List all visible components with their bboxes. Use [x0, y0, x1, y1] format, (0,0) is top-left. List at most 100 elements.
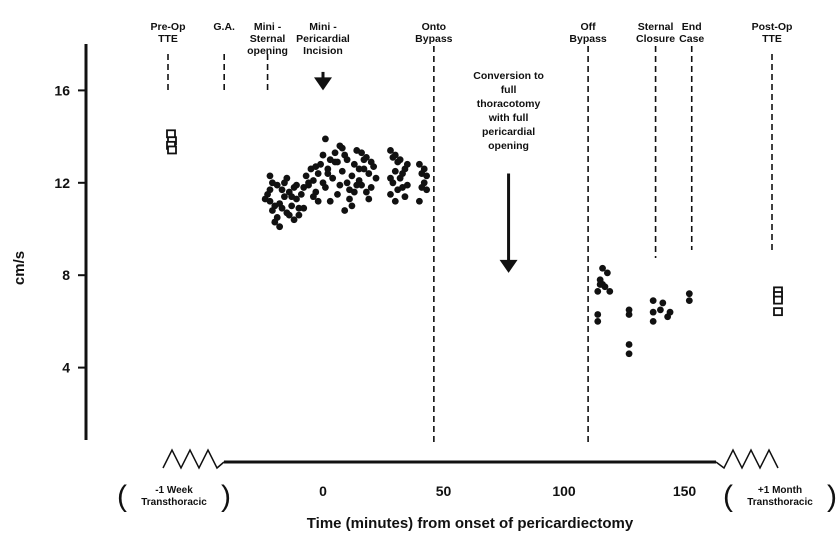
event-lines	[167, 46, 773, 445]
data-point	[319, 151, 327, 159]
data-point	[281, 193, 288, 201]
data-point	[391, 151, 399, 159]
data-point	[324, 170, 332, 177]
data-point	[416, 160, 423, 168]
event-label-line: Sternal	[250, 33, 286, 45]
data-point	[353, 181, 361, 189]
event-label-line: Onto	[422, 21, 447, 33]
event-label-line: TTE	[158, 33, 178, 45]
data-point	[416, 197, 423, 205]
data-point	[396, 156, 404, 164]
event-label-line: Bypass	[415, 33, 453, 45]
event-label-line: Closure	[636, 33, 675, 45]
data-points	[166, 129, 783, 358]
data-point	[599, 281, 606, 288]
data-point	[288, 193, 296, 201]
data-point	[295, 211, 303, 219]
data-point	[649, 318, 657, 325]
data-point	[283, 174, 291, 182]
data-point	[300, 204, 308, 212]
x-tick-label: 0	[319, 483, 327, 499]
data-point	[649, 297, 657, 305]
data-point	[268, 207, 276, 214]
data-point	[423, 172, 431, 180]
data-point	[666, 308, 674, 316]
data-point	[271, 218, 279, 226]
data-point	[603, 269, 611, 277]
event-label: Conversion to full thoracotomy with full per…	[473, 70, 544, 152]
data-point	[367, 184, 375, 191]
axes	[78, 44, 779, 470]
event-label: G.A.	[213, 21, 235, 33]
pre-op-close-paren: )	[221, 480, 231, 513]
data-point	[338, 144, 346, 152]
event-label-line: Mini -	[309, 21, 337, 33]
data-point	[358, 181, 365, 189]
y-tick-label: 8	[62, 267, 70, 283]
event-label-line: Off	[581, 21, 597, 33]
data-point	[350, 188, 358, 196]
data-point	[418, 184, 426, 191]
data-point	[649, 308, 657, 316]
data-point	[399, 170, 406, 177]
data-point	[360, 156, 368, 164]
data-point	[326, 197, 334, 205]
data-point	[625, 341, 633, 348]
y-tick-label: 12	[54, 175, 70, 191]
data-point	[685, 290, 693, 298]
data-point	[387, 147, 394, 154]
data-point	[599, 264, 606, 272]
data-point	[266, 172, 274, 180]
data-point	[305, 179, 312, 187]
data-point	[312, 163, 320, 171]
post-op-open-paren: (	[723, 480, 733, 513]
event-label-line: Pre-Op	[150, 21, 185, 33]
data-point	[594, 311, 602, 318]
post-op-square	[773, 307, 783, 317]
pre-op-open-paren: (	[117, 480, 127, 513]
y-tick-label: 4	[62, 360, 70, 376]
event-label-line: Post-Op	[752, 21, 793, 33]
pre-op-label: -1 Week	[155, 485, 193, 496]
event-label-line: G.A.	[213, 21, 235, 33]
data-point	[362, 188, 370, 196]
data-point	[322, 184, 329, 191]
data-point	[346, 195, 353, 203]
data-point	[273, 181, 281, 189]
data-point	[367, 158, 375, 166]
pre-op-square	[167, 145, 177, 155]
data-point	[657, 306, 664, 314]
post-op-close-paren: )	[827, 480, 837, 513]
event-label-line: with full	[488, 112, 529, 124]
event-label-line: Conversion to	[473, 70, 544, 82]
event-label-line: TTE	[762, 33, 782, 45]
data-point	[309, 193, 317, 201]
data-point	[358, 149, 365, 157]
data-point	[338, 167, 346, 175]
data-point	[343, 156, 351, 164]
data-point	[685, 297, 693, 305]
data-point	[334, 158, 341, 166]
data-point	[350, 160, 358, 168]
y-tick-label: 16	[54, 82, 70, 98]
data-point	[625, 306, 633, 314]
data-point	[322, 135, 329, 143]
event-label-line: Pericardial	[296, 33, 350, 45]
x-tick-label: 100	[552, 483, 576, 499]
event-label-line: End	[682, 21, 702, 33]
data-point	[387, 174, 394, 182]
axis-break-right-icon	[715, 448, 779, 470]
data-point	[290, 216, 298, 224]
conversion-arrow-icon	[499, 259, 518, 273]
incision-arrow-icon	[314, 77, 332, 91]
x-axis-title: Time (minutes) from onset of pericardiec…	[307, 515, 634, 532]
axis-break-left-icon	[162, 448, 225, 470]
data-point	[302, 172, 310, 180]
data-point	[606, 287, 614, 295]
